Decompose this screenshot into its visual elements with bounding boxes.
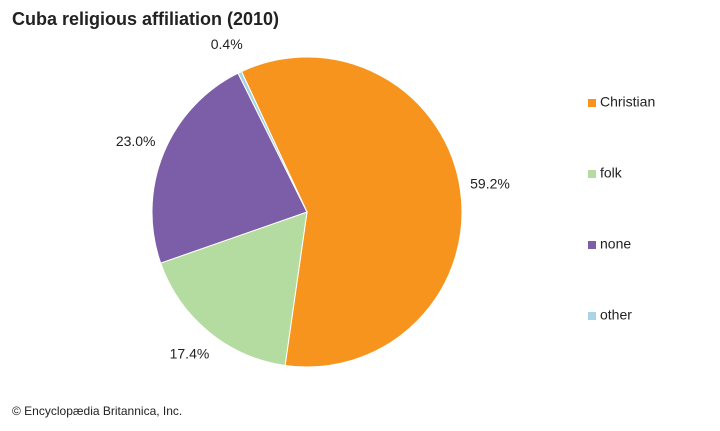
pie-slice xyxy=(151,72,308,264)
data-label: 23.0% xyxy=(116,133,156,149)
legend-swatch xyxy=(588,241,596,249)
credit: © Encyclopædia Britannica, Inc. xyxy=(12,404,182,418)
legend-label: other xyxy=(600,307,632,323)
pie-slice xyxy=(237,70,308,213)
data-label: 17.4% xyxy=(170,346,210,362)
data-label: 0.4% xyxy=(211,36,243,52)
legend-swatch xyxy=(588,99,596,107)
pie-slice xyxy=(240,56,463,368)
legend-swatch xyxy=(588,312,596,320)
legend-label: Christian xyxy=(600,94,655,110)
legend-label: none xyxy=(600,236,631,252)
chart-title: Cuba religious affiliation (2010) xyxy=(12,9,279,29)
legend-swatch xyxy=(588,170,596,178)
data-label: 59.2% xyxy=(470,176,510,192)
legend-label: folk xyxy=(600,165,623,181)
